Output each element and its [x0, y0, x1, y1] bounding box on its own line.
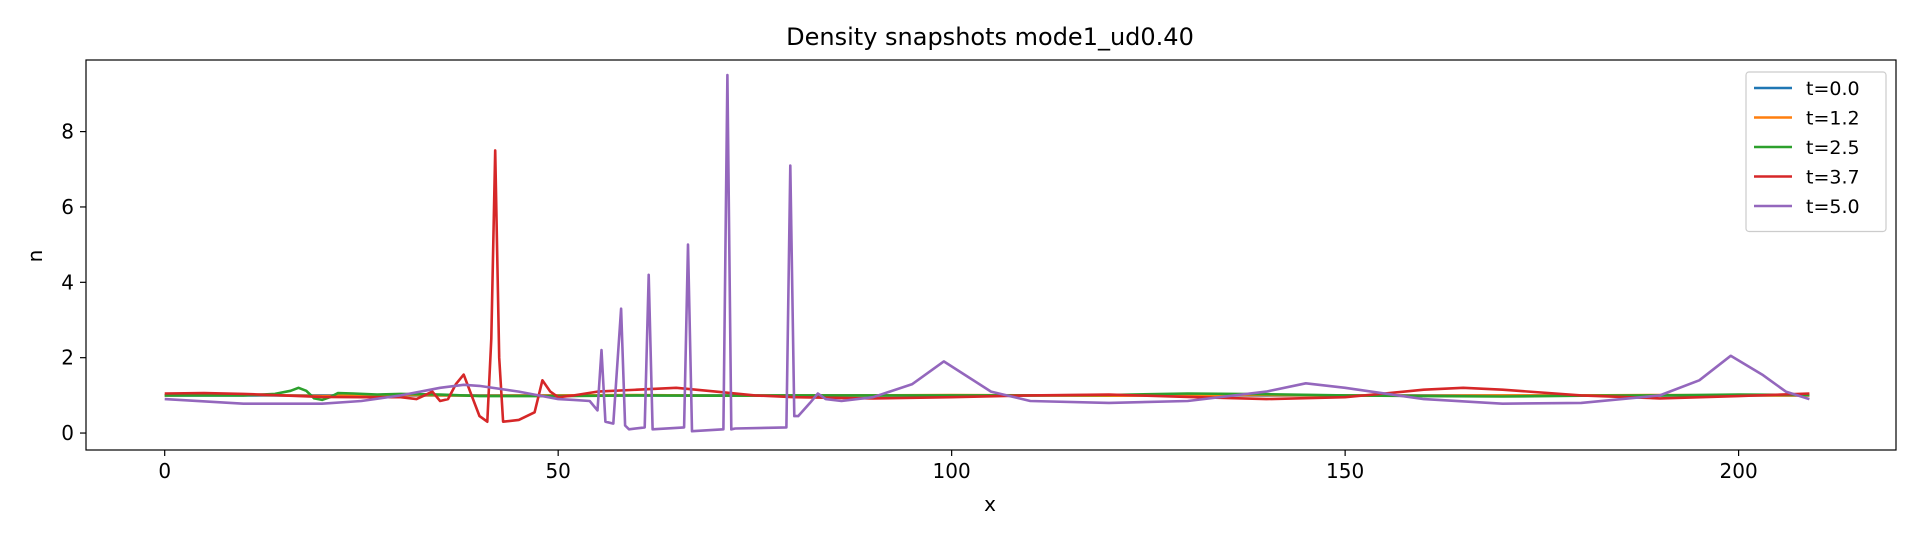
y-axis-label: n [23, 250, 47, 263]
y-tick-label: 2 [61, 346, 74, 370]
x-tick-label: 200 [1720, 459, 1758, 483]
x-axis-label: x [984, 492, 996, 516]
series-line-3 [164, 149, 1810, 423]
legend-label: t=1.2 [1806, 108, 1860, 130]
plot-area [164, 73, 1810, 433]
y-tick-label: 8 [61, 120, 74, 144]
x-tick-label: 100 [933, 459, 971, 483]
legend-label: t=3.7 [1806, 167, 1860, 189]
y-tick-label: 0 [61, 421, 74, 445]
legend: t=0.0 t=1.2 t=2.5 t=3.7 t=5.0 [1745, 71, 1887, 233]
legend-box [1745, 71, 1887, 233]
y-tick-label: 4 [61, 270, 74, 294]
x-tick-label: 50 [545, 459, 570, 483]
y-tick-label: 6 [61, 195, 74, 219]
legend-label: t=5.0 [1806, 196, 1860, 218]
x-axis: 0 50 100 150 200 [158, 450, 1758, 483]
y-axis: 0 2 4 6 8 [61, 120, 86, 445]
series-line-4 [164, 73, 1810, 433]
legend-label: t=0.0 [1806, 78, 1860, 100]
plot-frame [85, 59, 1897, 451]
legend-label: t=2.5 [1806, 137, 1860, 159]
x-tick-label: 0 [158, 459, 171, 483]
x-tick-label: 150 [1326, 459, 1364, 483]
chart-title: Density snapshots mode1_ud0.40 [786, 23, 1194, 51]
